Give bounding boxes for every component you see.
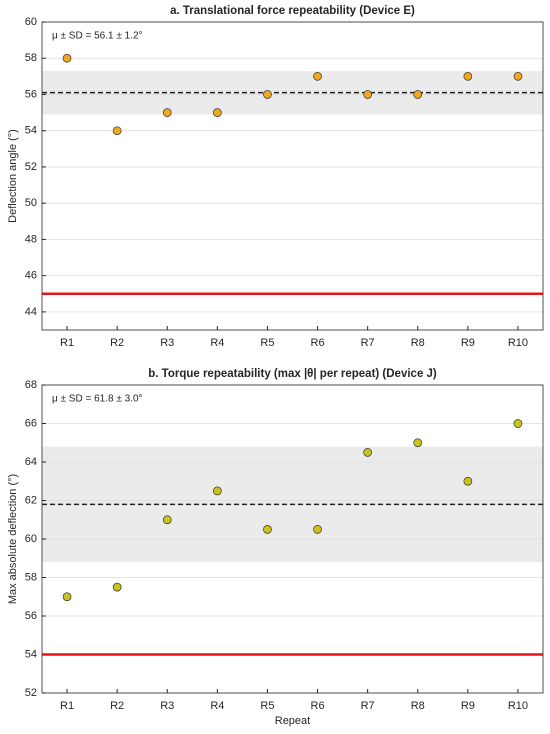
y-tick-label: 50	[25, 197, 37, 209]
x-tick-label: R7	[361, 337, 375, 349]
point	[112, 126, 122, 136]
annotation: μ ± SD = 61.8 ± 3.0°	[52, 394, 143, 405]
point	[313, 525, 322, 534]
x-tick-label: R9	[461, 337, 475, 349]
x-tick-label: R5	[260, 337, 274, 349]
x-tick-label: R10	[508, 337, 528, 349]
point	[513, 419, 523, 428]
y-tick-label: 60	[25, 16, 37, 28]
point	[112, 582, 122, 592]
x-tick-label: R2	[110, 337, 124, 349]
y-tick-label: 58	[25, 52, 37, 64]
x-tick-label: R1	[60, 700, 74, 712]
point	[413, 90, 423, 99]
point	[463, 72, 473, 81]
point	[363, 448, 372, 457]
point	[263, 90, 272, 99]
x-tick-label: R3	[160, 337, 174, 349]
point	[162, 108, 172, 117]
y-axis-label: Max absolute deflection (°)	[7, 474, 19, 604]
axes-box	[41, 384, 544, 694]
x-tick-label: R2	[110, 700, 124, 712]
y-tick-label: 48	[25, 233, 37, 245]
y-tick-label: 68	[25, 379, 37, 391]
y-tick-label: 66	[25, 417, 37, 429]
x-tick-label: R1	[60, 337, 74, 349]
annotation: μ ± SD = 56.1 ± 1.2°	[52, 31, 143, 42]
y-tick-label: 56	[25, 88, 37, 100]
y-tick-label: 54	[25, 648, 37, 660]
y-tick-label: 52	[25, 687, 37, 699]
point	[463, 476, 473, 486]
x-tick-label: R6	[311, 337, 325, 349]
x-tick-label: R5	[260, 700, 274, 712]
point	[413, 438, 423, 448]
y-tick-label: 52	[25, 161, 37, 173]
x-tick-label: R4	[210, 700, 224, 712]
y-tick-label: 58	[25, 571, 37, 583]
chart-title: a. Translational force repeatability (De…	[170, 5, 415, 17]
point	[62, 592, 72, 602]
y-tick-label: 62	[25, 494, 37, 506]
x-tick-label: R8	[411, 700, 425, 712]
chart-title: b. Torque repeatability (max |θ| per rep…	[148, 368, 437, 380]
y-tick-label: 44	[25, 306, 37, 318]
y-tick-label: 60	[25, 533, 37, 545]
point	[62, 53, 72, 63]
y-axis-label: Deflection angle (°)	[7, 129, 19, 223]
point	[313, 72, 322, 81]
y-tick-label: 46	[25, 270, 37, 282]
point	[162, 515, 172, 525]
x-axis-label: Repeat	[275, 715, 310, 727]
x-tick-label: R7	[361, 700, 375, 712]
point	[213, 108, 222, 117]
y-tick-label: 56	[25, 610, 37, 622]
point	[513, 72, 523, 81]
point	[363, 90, 372, 99]
x-tick-label: R10	[508, 700, 528, 712]
axes-box	[41, 21, 544, 331]
x-tick-label: R9	[461, 700, 475, 712]
x-tick-label: R6	[311, 700, 325, 712]
x-tick-label: R3	[160, 700, 174, 712]
point	[263, 525, 272, 534]
y-tick-label: 64	[25, 456, 37, 468]
point	[213, 486, 222, 496]
x-tick-label: R4	[210, 337, 224, 349]
x-tick-label: R8	[411, 337, 425, 349]
y-tick-label: 54	[25, 125, 37, 137]
